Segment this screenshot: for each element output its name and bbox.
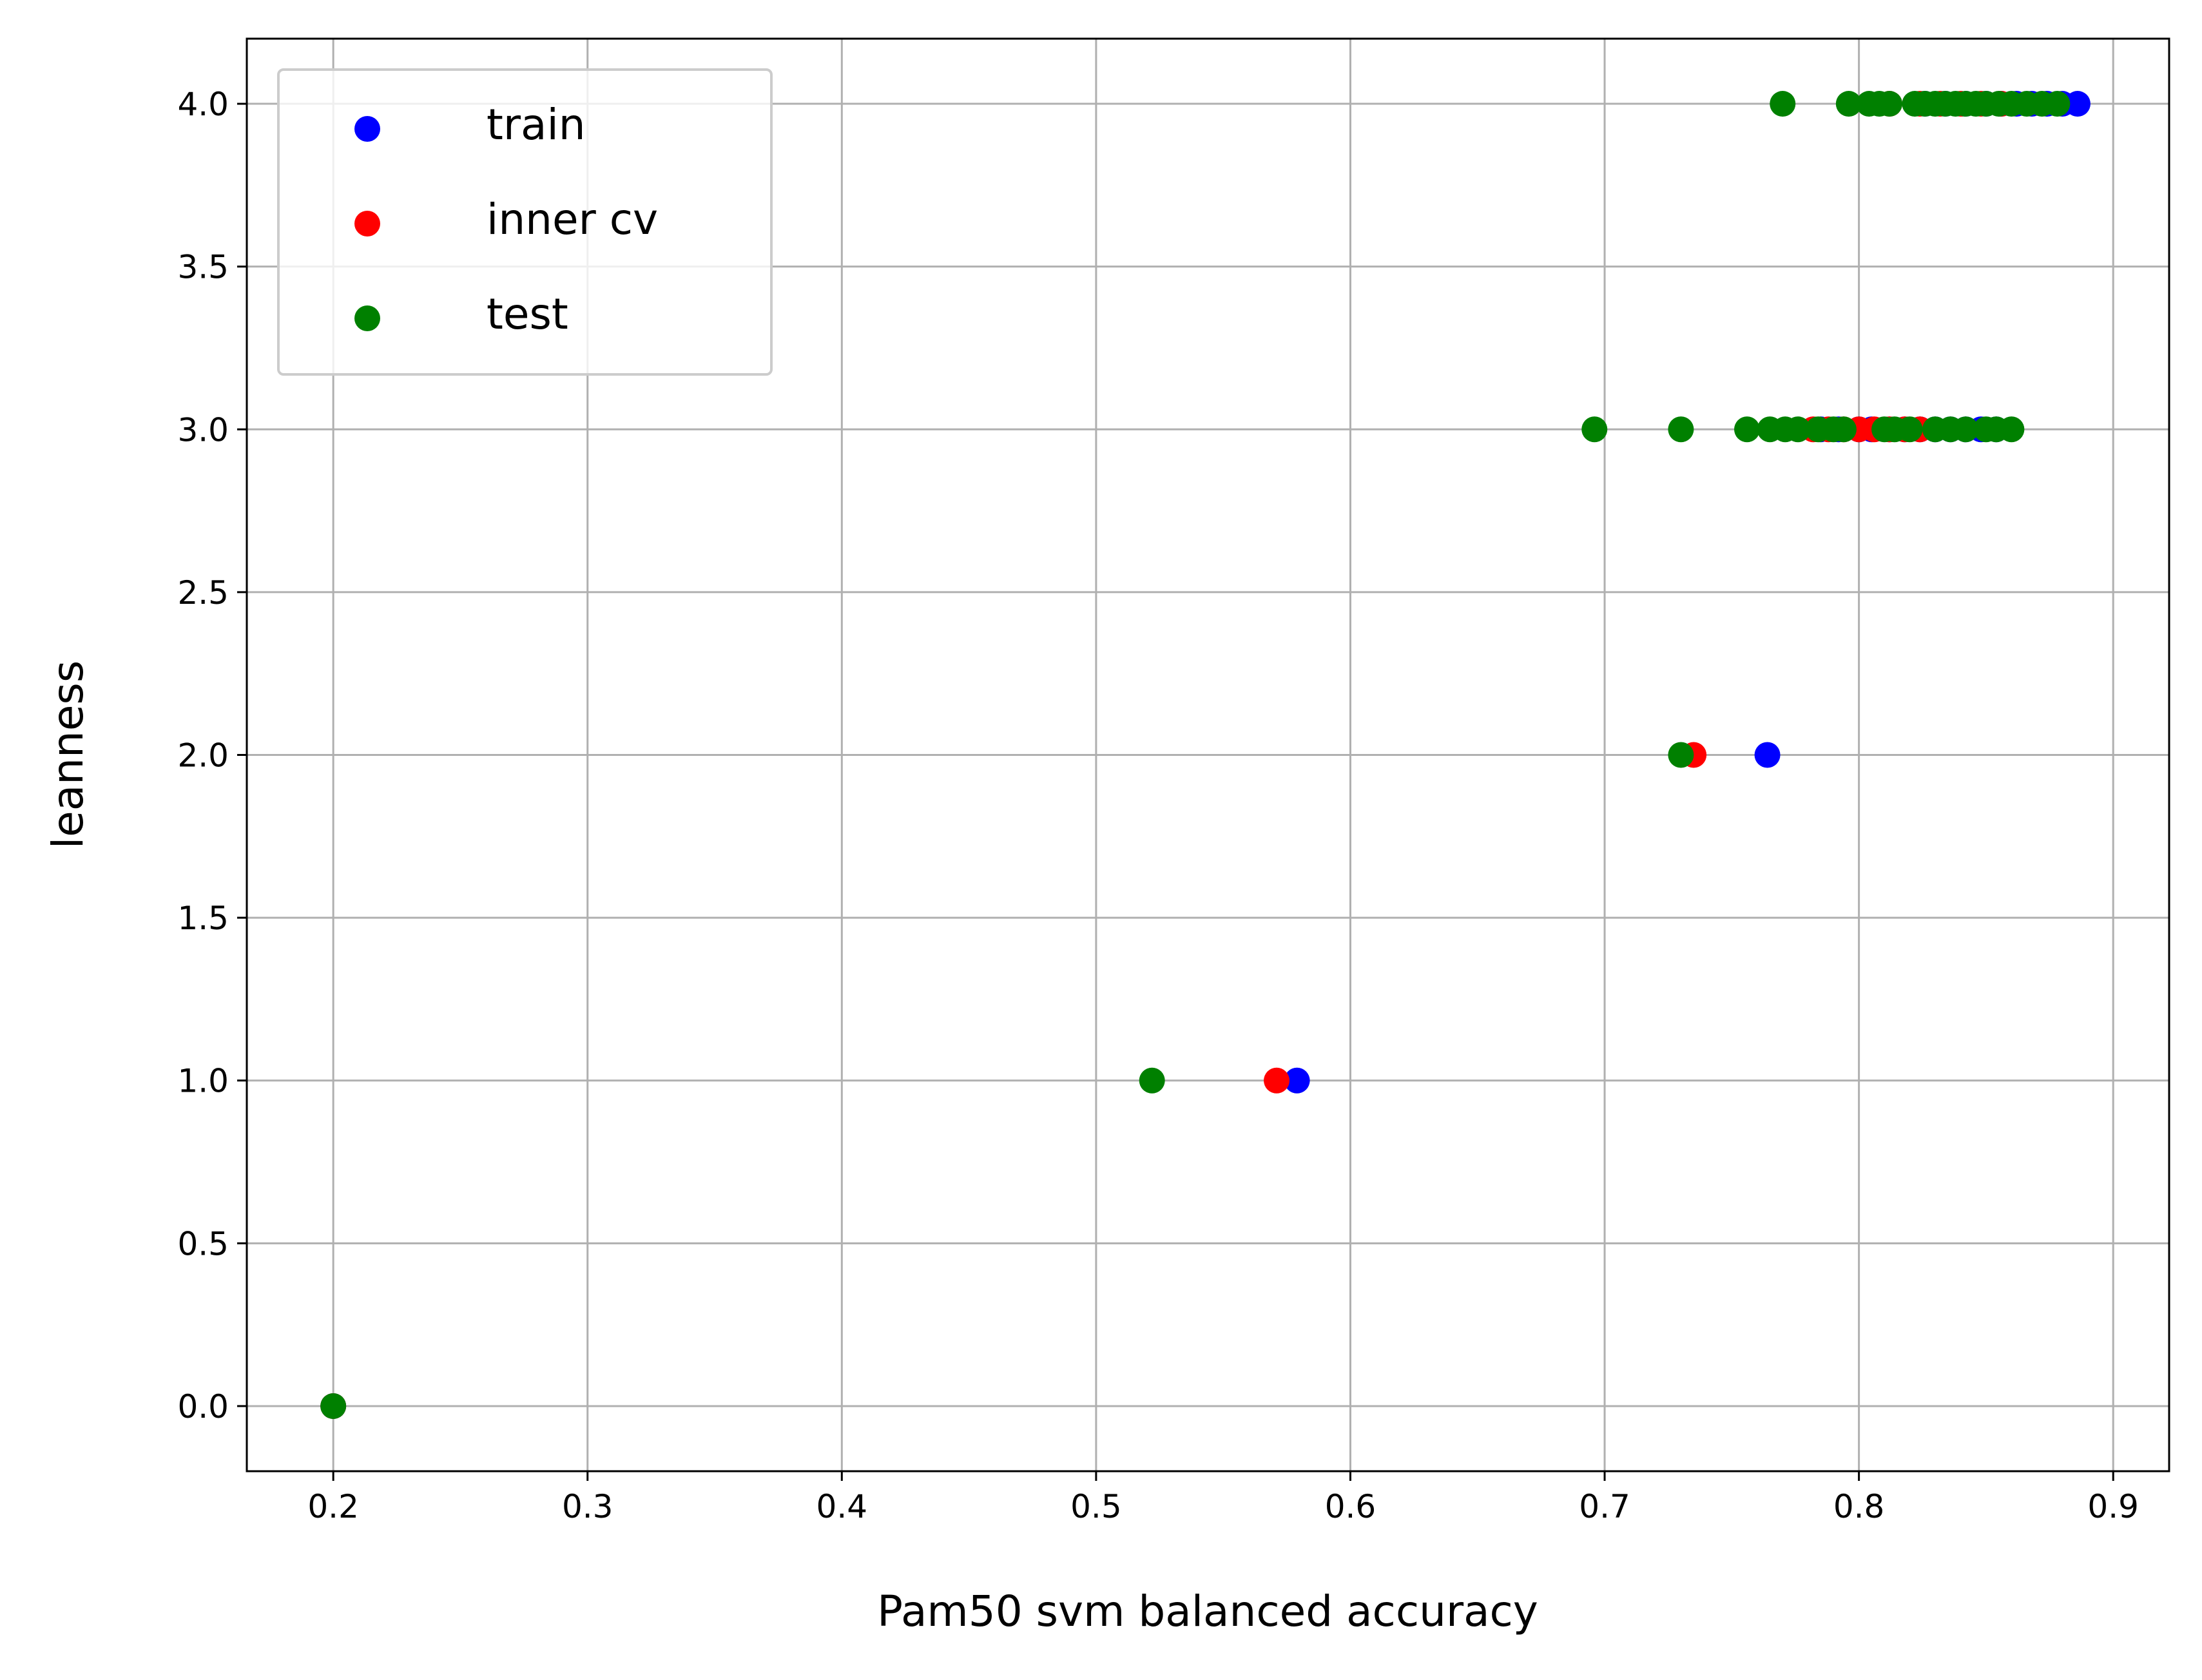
legend-label-test: test [487,289,568,339]
x-axis-title: Pam50 svm balanced accuracy [877,1587,1538,1636]
data-point-test [1897,416,1923,443]
data-point-train [1754,742,1781,768]
legend-entry-inner-cv: inner cv [354,195,658,244]
y-tick-label: 4.0 [177,86,229,123]
data-point-test [1581,416,1608,443]
y-tick-label: 2.0 [177,737,229,775]
data-point-test [1830,416,1857,443]
x-tick-label: 0.5 [1070,1488,1122,1525]
legend-box [277,68,773,376]
legend-marker-inner-cv [354,211,380,237]
legend-label-inner-cv: inner cv [487,195,658,244]
x-tick-label: 0.2 [307,1488,359,1525]
data-point-test [1998,416,2025,443]
legend-marker-test [354,305,380,331]
data-point-test [1876,91,1902,117]
legend-marker-train [354,116,380,142]
y-tick-label: 2.5 [177,574,229,612]
data-point-train [1284,1067,1310,1094]
legend: train inner cv test [277,68,773,376]
axis-ticks: 0.2 0.3 0.4 0.5 0.6 0.7 0.8 0.9 0.0 0.5 1.0 1.5 2.0 2… [177,86,2138,1525]
y-tick-label: 0.0 [177,1388,229,1425]
x-tick-label: 0.3 [562,1488,613,1525]
data-point-test [1953,416,1979,443]
data-point-test [1770,91,1796,117]
data-point-test [1668,416,1694,443]
data-point-test [1835,91,1862,117]
x-tick-label: 0.9 [2087,1488,2139,1525]
data-point-test [1734,416,1761,443]
y-tick-label: 1.0 [177,1063,229,1100]
y-tick-label: 3.0 [177,411,229,449]
grid-lines [247,39,2169,1471]
x-tick-label: 0.6 [1325,1488,1376,1525]
legend-entry-train: train [354,100,586,150]
data-point-test [320,1393,347,1419]
y-tick-label: 0.5 [177,1225,229,1262]
data-point-test [2044,91,2071,117]
data-point-test [1668,742,1694,768]
y-tick-label: 3.5 [177,249,229,286]
data-point-inner-cv [1264,1067,1290,1094]
x-tick-label: 0.8 [1833,1488,1885,1525]
data-points [320,91,2091,1419]
data-point-test [1139,1067,1165,1094]
y-axis-title: leanness [43,661,93,849]
data-point-test [1784,416,1811,443]
legend-label-train: train [487,100,586,150]
x-tick-label: 0.7 [1579,1488,1630,1525]
y-tick-label: 1.5 [177,900,229,937]
data-point-train [2064,91,2091,117]
x-tick-label: 0.4 [816,1488,868,1525]
legend-entry-test: test [354,289,568,339]
